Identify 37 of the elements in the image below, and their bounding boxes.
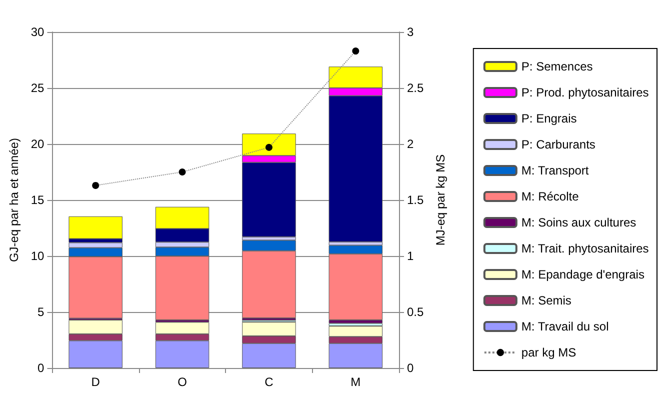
point bbox=[178, 168, 186, 176]
y-axis-title: GJ-eq par ha et année) bbox=[7, 138, 21, 262]
y-tick-label: 25 bbox=[30, 81, 45, 95]
y-tick-label: 0 bbox=[38, 361, 45, 375]
x-tick-label: C bbox=[264, 375, 274, 389]
bar bbox=[68, 216, 122, 239]
legend-label: M: Trait. phytosanitaires bbox=[521, 242, 649, 256]
y2-tick-label: 2.5 bbox=[407, 81, 424, 95]
y2-tick-label: 0.5 bbox=[407, 305, 424, 319]
x-tick-label: O bbox=[178, 375, 187, 389]
legend-label: M: Epandage d'engrais bbox=[521, 268, 644, 282]
y2-axis-title: MJ-eq par kg MS bbox=[434, 154, 448, 246]
x-tick-label: M bbox=[350, 375, 361, 389]
y-tick-label: 10 bbox=[30, 249, 45, 263]
legend-label: M: Travail du sol bbox=[521, 320, 609, 334]
legend-label: P: Semences bbox=[521, 60, 593, 74]
y-tick-label: 30 bbox=[30, 25, 45, 39]
y-tick-label: 20 bbox=[30, 137, 45, 151]
legend-label: M: Transport bbox=[521, 164, 590, 178]
x-tick-label: D bbox=[91, 375, 100, 389]
legend-label: P: Carburants bbox=[521, 138, 596, 152]
y-tick-label: 15 bbox=[30, 193, 45, 207]
y-tick-label: 5 bbox=[38, 305, 45, 319]
y2-tick-label: 1 bbox=[407, 249, 414, 263]
legend-label: M: Soins aux cultures bbox=[521, 216, 636, 230]
legend-label: M: Semis bbox=[521, 294, 572, 308]
point bbox=[352, 48, 360, 55]
legend-label: par kg MS bbox=[521, 346, 576, 360]
y2-tick-label: 3 bbox=[407, 25, 414, 39]
legend-label: P: Engrais bbox=[521, 112, 577, 126]
legend-label: M: Récolte bbox=[521, 190, 580, 204]
y2-tick-label: 0 bbox=[407, 361, 414, 375]
point bbox=[265, 144, 272, 151]
y2-tick-label: 2 bbox=[407, 137, 414, 151]
y2-tick-label: 1.5 bbox=[407, 193, 424, 207]
legend-label: P: Prod. phytosanitaires bbox=[521, 86, 649, 100]
point bbox=[92, 182, 100, 189]
